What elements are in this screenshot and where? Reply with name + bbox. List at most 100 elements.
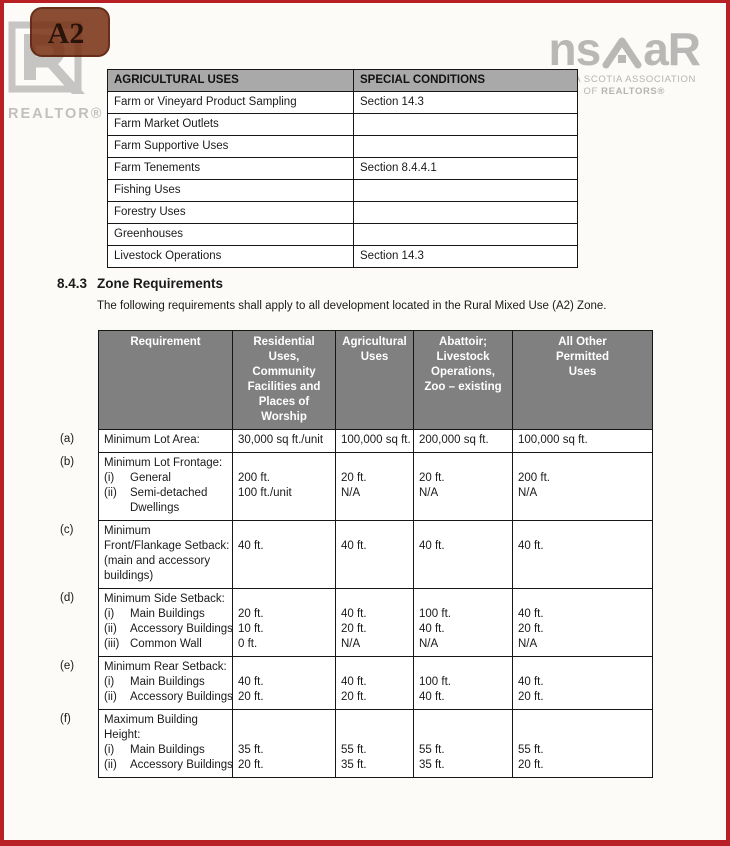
- value-line: [518, 713, 647, 728]
- requirement-line: (i) Main Buildings: [104, 743, 227, 758]
- value-line: N/A: [518, 638, 538, 650]
- value-line: [419, 524, 507, 539]
- section-title: Zone Requirements: [97, 276, 224, 291]
- requirement-line: (i) General: [104, 471, 227, 486]
- value-cell: 20 ft. 10 ft. 0 ft.: [232, 588, 336, 657]
- value-cell: 100 ft. 40 ft.: [413, 656, 513, 710]
- value-line: [341, 728, 408, 743]
- value-line: 55 ft.: [341, 744, 367, 756]
- value-line: 0 ft.: [238, 638, 258, 650]
- table-header-row: Requirement Residential Uses, Community Faci…: [98, 330, 653, 430]
- table-row: Minimum Side Setback: (i) Main Buildings (i…: [98, 588, 653, 657]
- value-cell: 100 ft. 40 ft. N/A: [413, 588, 513, 657]
- item-number: (ii): [104, 623, 117, 635]
- table-cell: Farm Supportive Uses: [107, 135, 354, 158]
- value-line: 200 ft.: [518, 472, 550, 484]
- table-row: Farm Tenements Section 8.4.4.1: [107, 157, 578, 180]
- value-line: 100 ft.: [419, 608, 451, 620]
- item-text: Semi-detached: [130, 487, 208, 499]
- value-line: [341, 713, 408, 728]
- table-cell: Section 14.3: [353, 91, 578, 114]
- table-row: Farm Market Outlets: [107, 113, 578, 136]
- table-cell: [353, 113, 578, 136]
- item-text: Main Buildings: [130, 676, 205, 688]
- nsar-wordmark-left: ns: [548, 23, 602, 75]
- requirement-cell: Minimum Front/Flankage Setback: (main and …: [98, 520, 233, 589]
- column-header: Agricultural Uses: [335, 330, 414, 430]
- header-line: Zoo – existing: [424, 381, 502, 393]
- value-cell: 20 ft. N/A: [413, 452, 513, 521]
- agricultural-uses-table-body: Farm or Vineyard Product Sampling Section…: [107, 91, 578, 268]
- value-line: 20 ft.: [518, 691, 544, 703]
- value-line: 200,000 sq ft.: [419, 434, 489, 446]
- nsar-tagline-line2-bold: REALTORS®: [601, 86, 665, 97]
- value-line: 55 ft.: [419, 744, 445, 756]
- header-line: Operations,: [431, 366, 495, 378]
- row-label: (d): [60, 592, 75, 604]
- table-cell: Farm or Vineyard Product Sampling: [107, 91, 354, 114]
- value-line: N/A: [341, 487, 361, 499]
- header-line: Agricultural: [342, 336, 407, 348]
- value-line: 100,000 sq ft.: [341, 434, 411, 446]
- row-label: (b): [60, 456, 75, 468]
- value-line: 10 ft.: [238, 623, 264, 635]
- section-intro: The following requirements shall apply t…: [97, 300, 607, 312]
- requirement-line: Height:: [104, 729, 141, 741]
- item-text: General: [130, 472, 171, 484]
- value-line: [518, 660, 647, 675]
- item-text: Common Wall: [130, 638, 202, 650]
- item-text: Main Buildings: [130, 608, 205, 620]
- nsar-tagline-line2-prefix: OF: [583, 86, 602, 97]
- value-line: 20 ft.: [341, 623, 367, 635]
- value-line: 30,000 sq ft./unit: [238, 434, 324, 446]
- requirement-line: Front/Flankage Setback:: [104, 540, 230, 552]
- table-cell: Livestock Operations: [107, 245, 354, 268]
- nsar-logo: ns aR NOVA SCOTIA ASSOCIATION OF REALTOR…: [548, 23, 701, 98]
- value-line: 100 ft./unit: [238, 487, 292, 499]
- value-line: 20 ft.: [238, 759, 264, 771]
- value-cell: 200,000 sq ft.: [413, 429, 513, 453]
- value-line: 100 ft.: [419, 676, 451, 688]
- header-line: Abattoir;: [439, 336, 487, 348]
- requirement-line: Minimum: [104, 525, 151, 537]
- value-line: 35 ft.: [341, 759, 367, 771]
- table-cell: [353, 179, 578, 202]
- column-header: SPECIAL CONDITIONS: [353, 69, 578, 92]
- header-line: Uses: [568, 366, 597, 378]
- zone-requirements-table: Requirement Residential Uses, Community Faci…: [98, 330, 653, 778]
- value-line: 40 ft.: [518, 540, 544, 552]
- value-cell: 100,000 sq ft.: [335, 429, 414, 453]
- value-line: 20 ft.: [341, 472, 367, 484]
- realtor-wordmark: REALTOR®: [8, 106, 104, 122]
- table-row: Fishing Uses: [107, 179, 578, 202]
- column-header: All Other Permitted Uses: [512, 330, 653, 430]
- value-line: 20 ft.: [341, 691, 367, 703]
- nsar-tagline-line1: NOVA SCOTIA ASSOCIATION: [552, 74, 696, 85]
- section-heading: 8.4.3 Zone Requirements: [57, 276, 223, 291]
- table-header-row: AGRICULTURAL USES SPECIAL CONDITIONS: [107, 69, 578, 92]
- value-line: [518, 592, 647, 607]
- row-label: (c): [60, 524, 74, 536]
- value-line: 40 ft.: [341, 608, 367, 620]
- item-text: Accessory Buildings: [130, 623, 233, 635]
- value-line: 20 ft.: [238, 608, 264, 620]
- header-line: Facilities and: [247, 381, 321, 393]
- requirement-cell: Minimum Rear Setback: (i) Main Buildings (i…: [98, 656, 233, 710]
- value-line: [238, 660, 330, 675]
- value-line: [419, 592, 507, 607]
- header-line: Residential: [253, 336, 315, 348]
- value-cell: 40 ft. 20 ft.: [512, 656, 653, 710]
- value-cell: 55 ft. 35 ft.: [413, 709, 513, 778]
- requirement-cell: Minimum Lot Frontage: (i) General (ii) Semi-…: [98, 452, 233, 521]
- requirement-line: (i) Main Buildings: [104, 675, 227, 690]
- value-line: [341, 524, 408, 539]
- value-line: 40 ft.: [518, 608, 544, 620]
- column-header: Abattoir; Livestock Operations, Zoo – exist…: [413, 330, 513, 430]
- value-line: 40 ft.: [341, 540, 367, 552]
- header-line: Places of: [258, 396, 310, 408]
- requirement-cell: Minimum Side Setback: (i) Main Buildings (i…: [98, 588, 233, 657]
- table-cell: Fishing Uses: [107, 179, 354, 202]
- value-line: [419, 456, 507, 471]
- value-line: [341, 592, 408, 607]
- agricultural-uses-table-head: AGRICULTURAL USES SPECIAL CONDITIONS: [107, 69, 578, 92]
